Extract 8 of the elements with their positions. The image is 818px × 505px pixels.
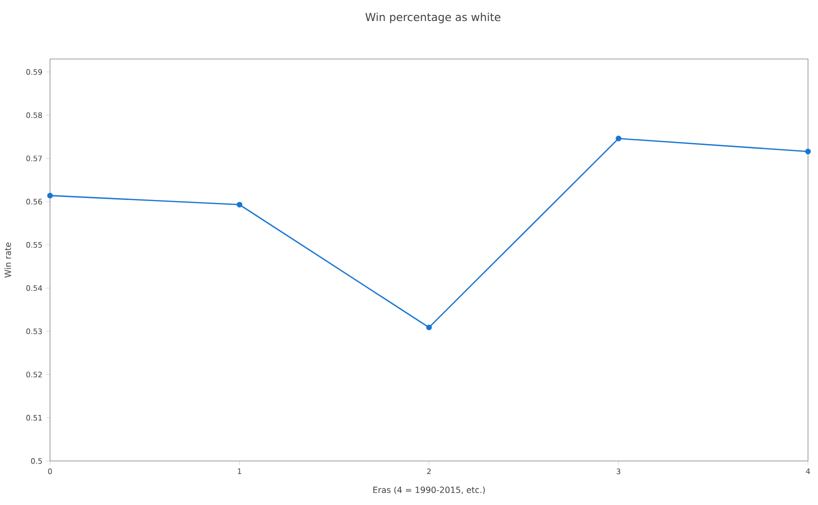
chart-title: Win percentage as white	[365, 12, 500, 24]
point	[616, 136, 622, 142]
point	[47, 192, 53, 198]
point	[805, 148, 811, 154]
point	[236, 202, 242, 208]
point	[426, 324, 432, 330]
y-axis-title: Win rate	[4, 242, 12, 278]
x-axis-title: Eras (4 = 1990-2015, etc.)	[373, 486, 485, 494]
